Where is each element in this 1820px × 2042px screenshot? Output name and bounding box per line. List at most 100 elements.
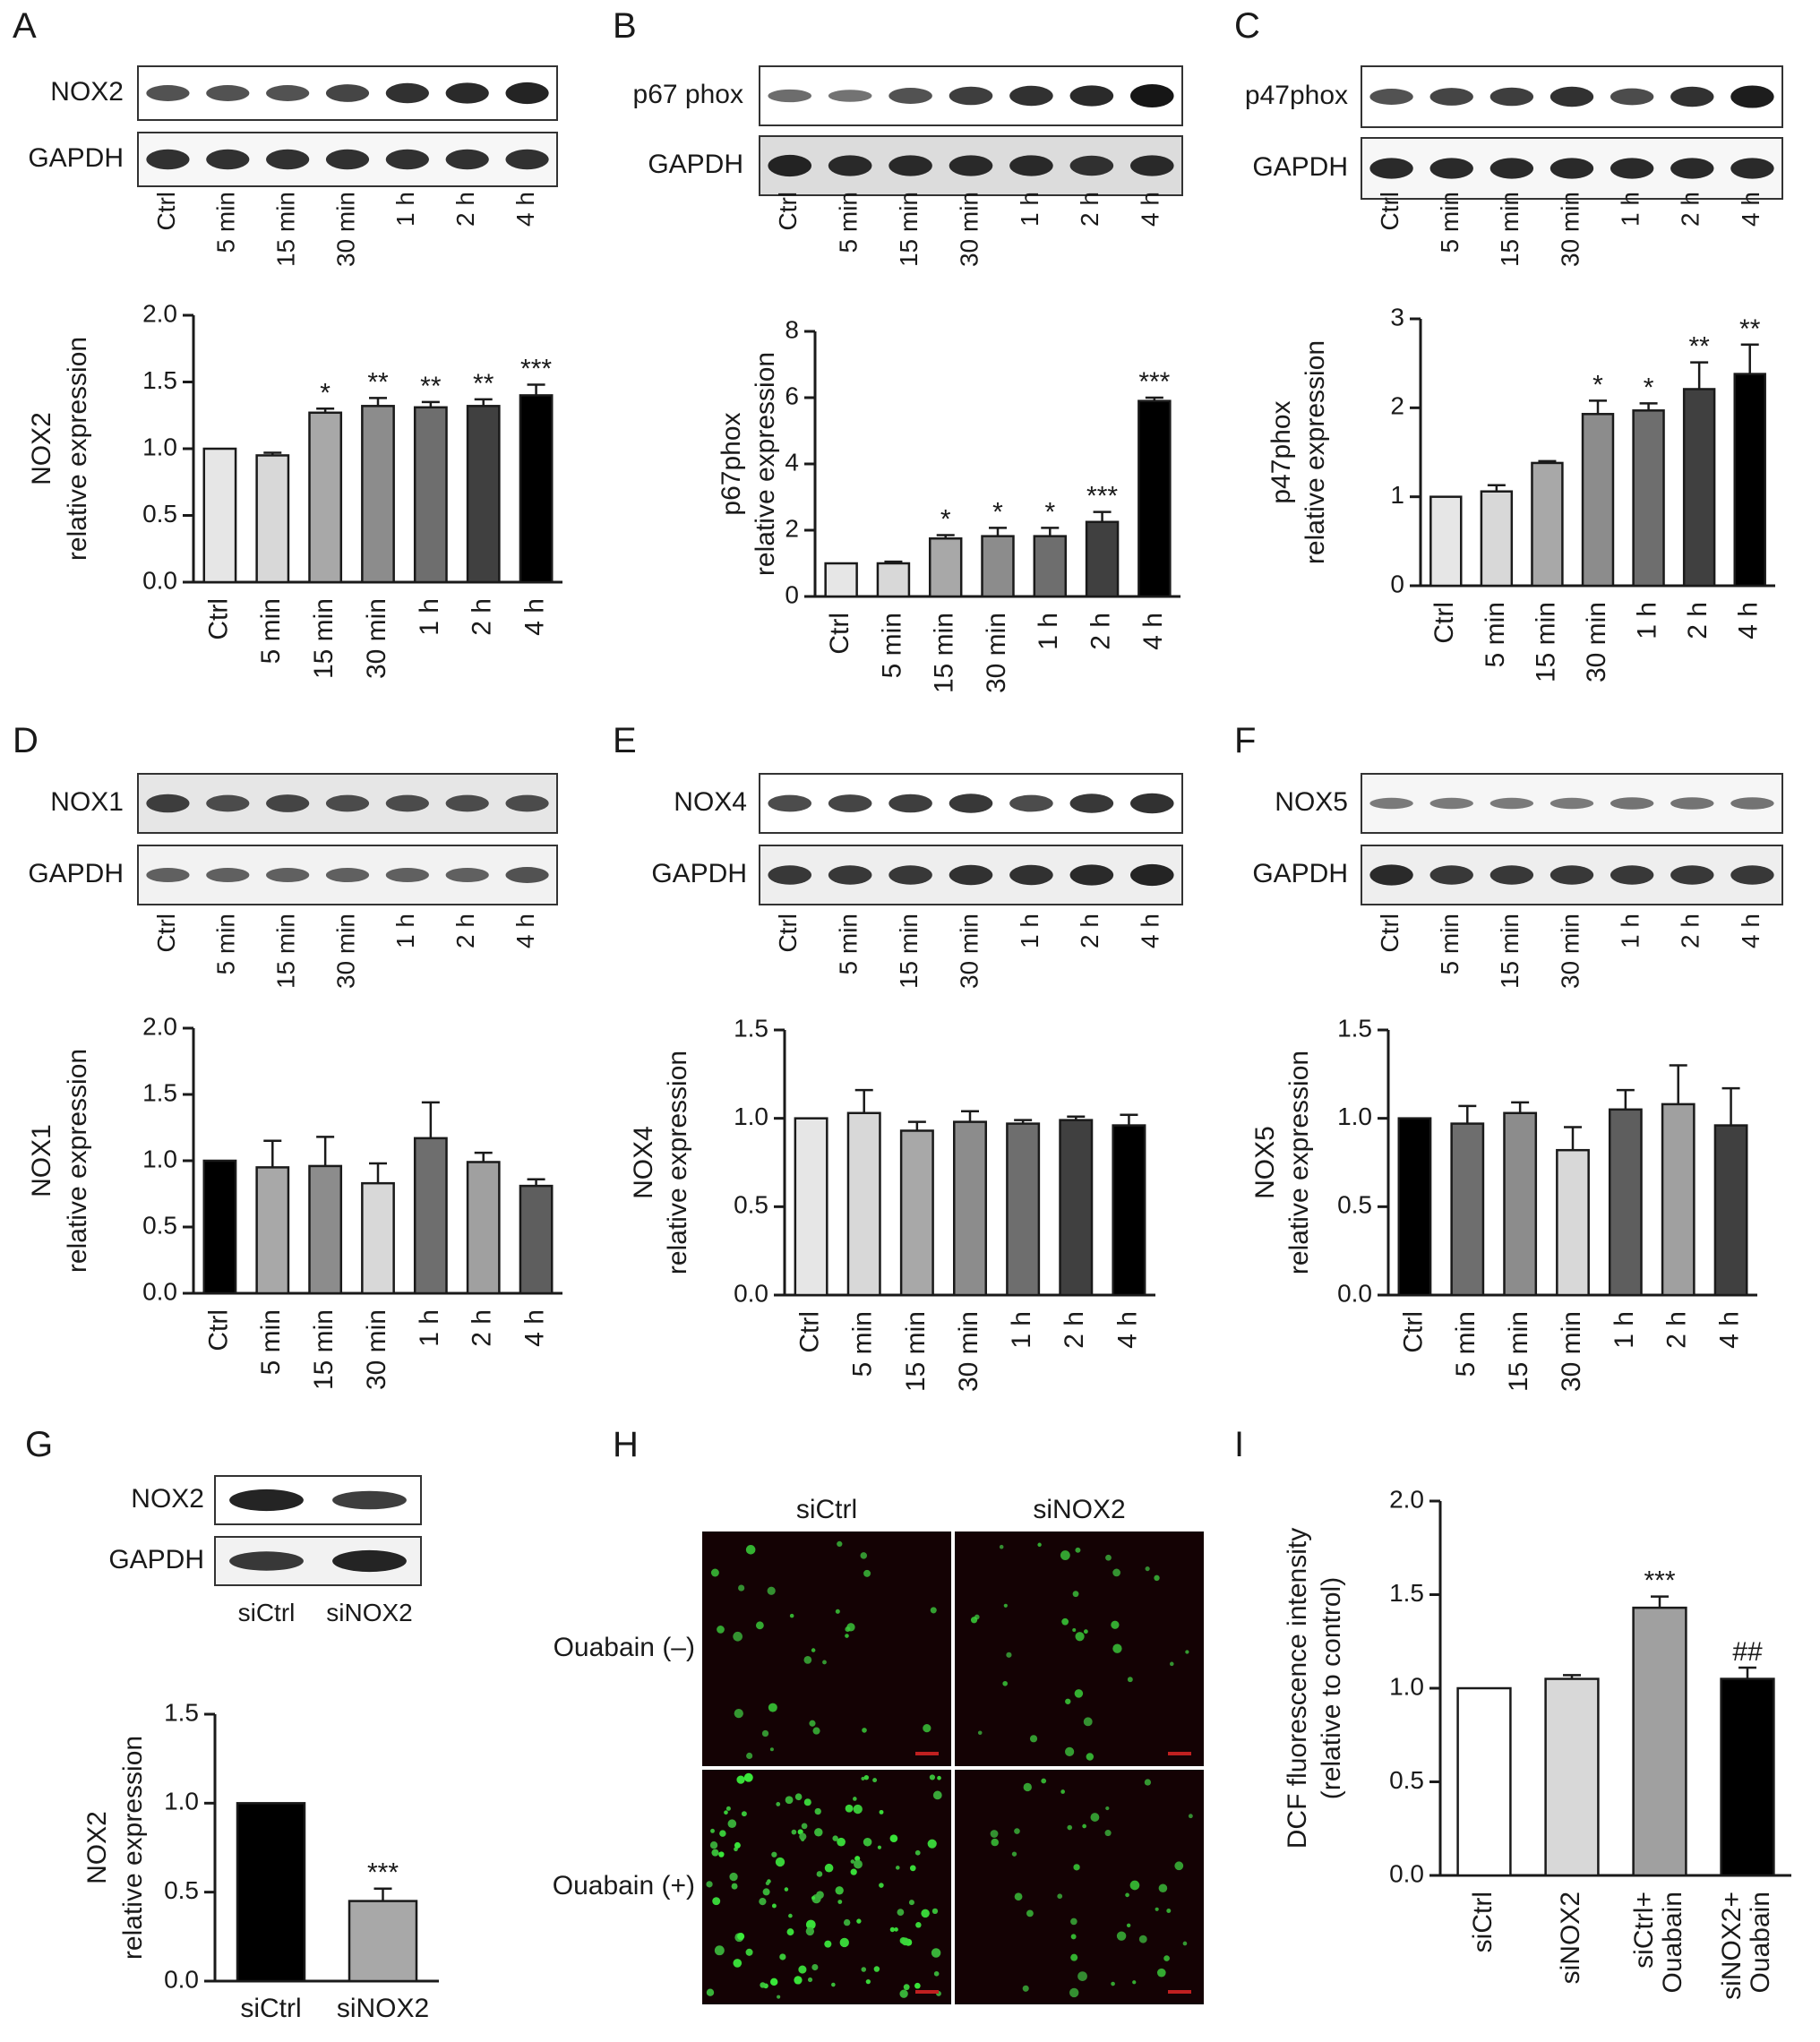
- x-tick-label: 1 h: [1007, 1311, 1036, 1349]
- fluorescent-cell: [1132, 1980, 1137, 1985]
- fluorescent-cell: [1002, 1680, 1008, 1686]
- y-tick-label: 1.0: [1337, 1103, 1372, 1130]
- fluorescent-cell: [767, 1586, 776, 1595]
- blot-band: [445, 82, 489, 104]
- panel-letter-a: A: [13, 6, 37, 46]
- fluorescent-cell: [860, 1552, 867, 1559]
- bar-d-1: [255, 1166, 290, 1295]
- blot-row-label: NOX2: [131, 1484, 204, 1514]
- fluorescent-cell: [1077, 1971, 1087, 1981]
- fluorescent-cell: [872, 1778, 878, 1783]
- fluorescent-cell: [816, 1871, 823, 1877]
- significance-mark: *: [1644, 373, 1654, 402]
- fluorescent-cell: [775, 1857, 786, 1867]
- fluorescent-cell: [856, 1918, 862, 1924]
- blot-band: [1009, 155, 1053, 176]
- fluorescent-cell: [805, 1926, 815, 1936]
- fluorescent-cell: [731, 1883, 738, 1890]
- fluorescent-cell: [970, 1617, 978, 1624]
- blot-row-label: GAPDH: [28, 859, 124, 888]
- fluorescent-cell: [738, 1584, 745, 1592]
- fluorescent-cell: [717, 1626, 725, 1634]
- fluorescent-cell: [807, 1977, 813, 1983]
- y-tick-label: 0: [1390, 570, 1404, 597]
- micrograph-image: [955, 1532, 1204, 1766]
- blot-lane-label: 30 min: [1556, 914, 1584, 989]
- fluorescent-cell: [873, 1966, 880, 1972]
- x-tick-label: Ouabain: [1658, 1892, 1687, 1993]
- bar-e-0: [794, 1117, 828, 1297]
- fluorescent-cell: [909, 1865, 916, 1872]
- blot-band: [206, 867, 250, 883]
- fluorescent-cell: [901, 1937, 910, 1946]
- y-axis-label: NOX5: [1250, 1126, 1280, 1199]
- fluorescent-cell: [724, 1810, 728, 1815]
- fluorescent-cell: [854, 1859, 863, 1869]
- fluorescent-cell: [991, 1838, 999, 1847]
- blot-lane-label: 5 min: [212, 914, 240, 974]
- fluorescent-cell: [1070, 1934, 1077, 1940]
- y-tick-label: 2.0: [142, 1012, 177, 1040]
- fluorescent-cell: [837, 1837, 846, 1847]
- y-tick-label: 2: [785, 514, 799, 542]
- fluorescent-cell: [862, 1728, 867, 1733]
- fluorescent-cell: [1065, 1746, 1075, 1756]
- fluorescent-cell: [843, 1918, 851, 1926]
- blot-row-label: NOX5: [1275, 787, 1348, 817]
- fluorescent-cell: [879, 1883, 884, 1888]
- panel-letter-d: D: [13, 721, 39, 760]
- panel-letter-g: G: [25, 1425, 53, 1464]
- bar-d-0: [202, 1159, 237, 1295]
- y-tick-label: 1.5: [1337, 1014, 1372, 1042]
- bar-e-4: [1006, 1122, 1041, 1297]
- fluorescent-cell: [977, 1730, 983, 1736]
- blot-lane-label: Ctrl: [774, 192, 802, 231]
- bar-a-6: [519, 394, 554, 584]
- significance-mark: **: [367, 367, 389, 397]
- blot-band: [1730, 797, 1774, 810]
- fluorescent-cell: [777, 1995, 781, 1999]
- fluorescent-cell: [1082, 1823, 1086, 1829]
- blot-band: [146, 149, 190, 170]
- blot-lane-label: siCtrl: [238, 1599, 296, 1626]
- x-tick-label: Ctrl: [1398, 1311, 1428, 1353]
- x-tick-label: 2 h: [1662, 1311, 1692, 1349]
- blot-band: [325, 149, 370, 170]
- x-tick-label: 2 h: [468, 598, 497, 636]
- blot-band: [1610, 865, 1654, 885]
- fluorescent-cell: [1174, 1861, 1184, 1871]
- blot-band: [385, 82, 429, 104]
- x-tick-label: siCtrl+: [1629, 1892, 1659, 1969]
- fluorescent-cell: [784, 1887, 789, 1892]
- y-tick-label: 0: [785, 580, 799, 608]
- significance-mark: *: [320, 378, 331, 408]
- blot-band: [1369, 89, 1413, 105]
- blot-band: [445, 794, 489, 812]
- bar-b-2: [928, 537, 963, 598]
- fluorescent-cell: [811, 1963, 819, 1971]
- blot-band: [768, 794, 811, 812]
- fluorescent-cell: [1105, 1554, 1112, 1561]
- fluorescent-cell: [1154, 1574, 1160, 1582]
- y-axis-label: p67phox: [717, 412, 746, 515]
- blot-lane-label: 4 h: [1737, 914, 1764, 948]
- blot-band: [1069, 864, 1114, 886]
- fluorescent-cell: [729, 1872, 738, 1882]
- significance-mark: **: [473, 369, 494, 399]
- fluorescent-cell: [761, 1729, 769, 1737]
- blot-row-label: GAPDH: [1252, 859, 1348, 888]
- blot-row-label: GAPDH: [108, 1545, 204, 1574]
- blot-lane-label: 1 h: [391, 914, 419, 948]
- x-tick-label: 4 h: [519, 598, 549, 636]
- fluorescent-cell: [889, 1926, 896, 1933]
- blot-lane-label: 1 h: [1617, 192, 1644, 227]
- fluorescent-cell: [771, 1903, 777, 1909]
- y-axis-label: p47phox: [1266, 400, 1296, 503]
- fluorescent-cell: [805, 1919, 816, 1930]
- bar-i-1: [1544, 1677, 1600, 1877]
- blot-lane-label: 1 h: [1016, 914, 1043, 948]
- blot-lane-label: 15 min: [272, 192, 300, 267]
- blot-band: [1069, 85, 1114, 107]
- fluorescent-cell: [743, 1772, 753, 1782]
